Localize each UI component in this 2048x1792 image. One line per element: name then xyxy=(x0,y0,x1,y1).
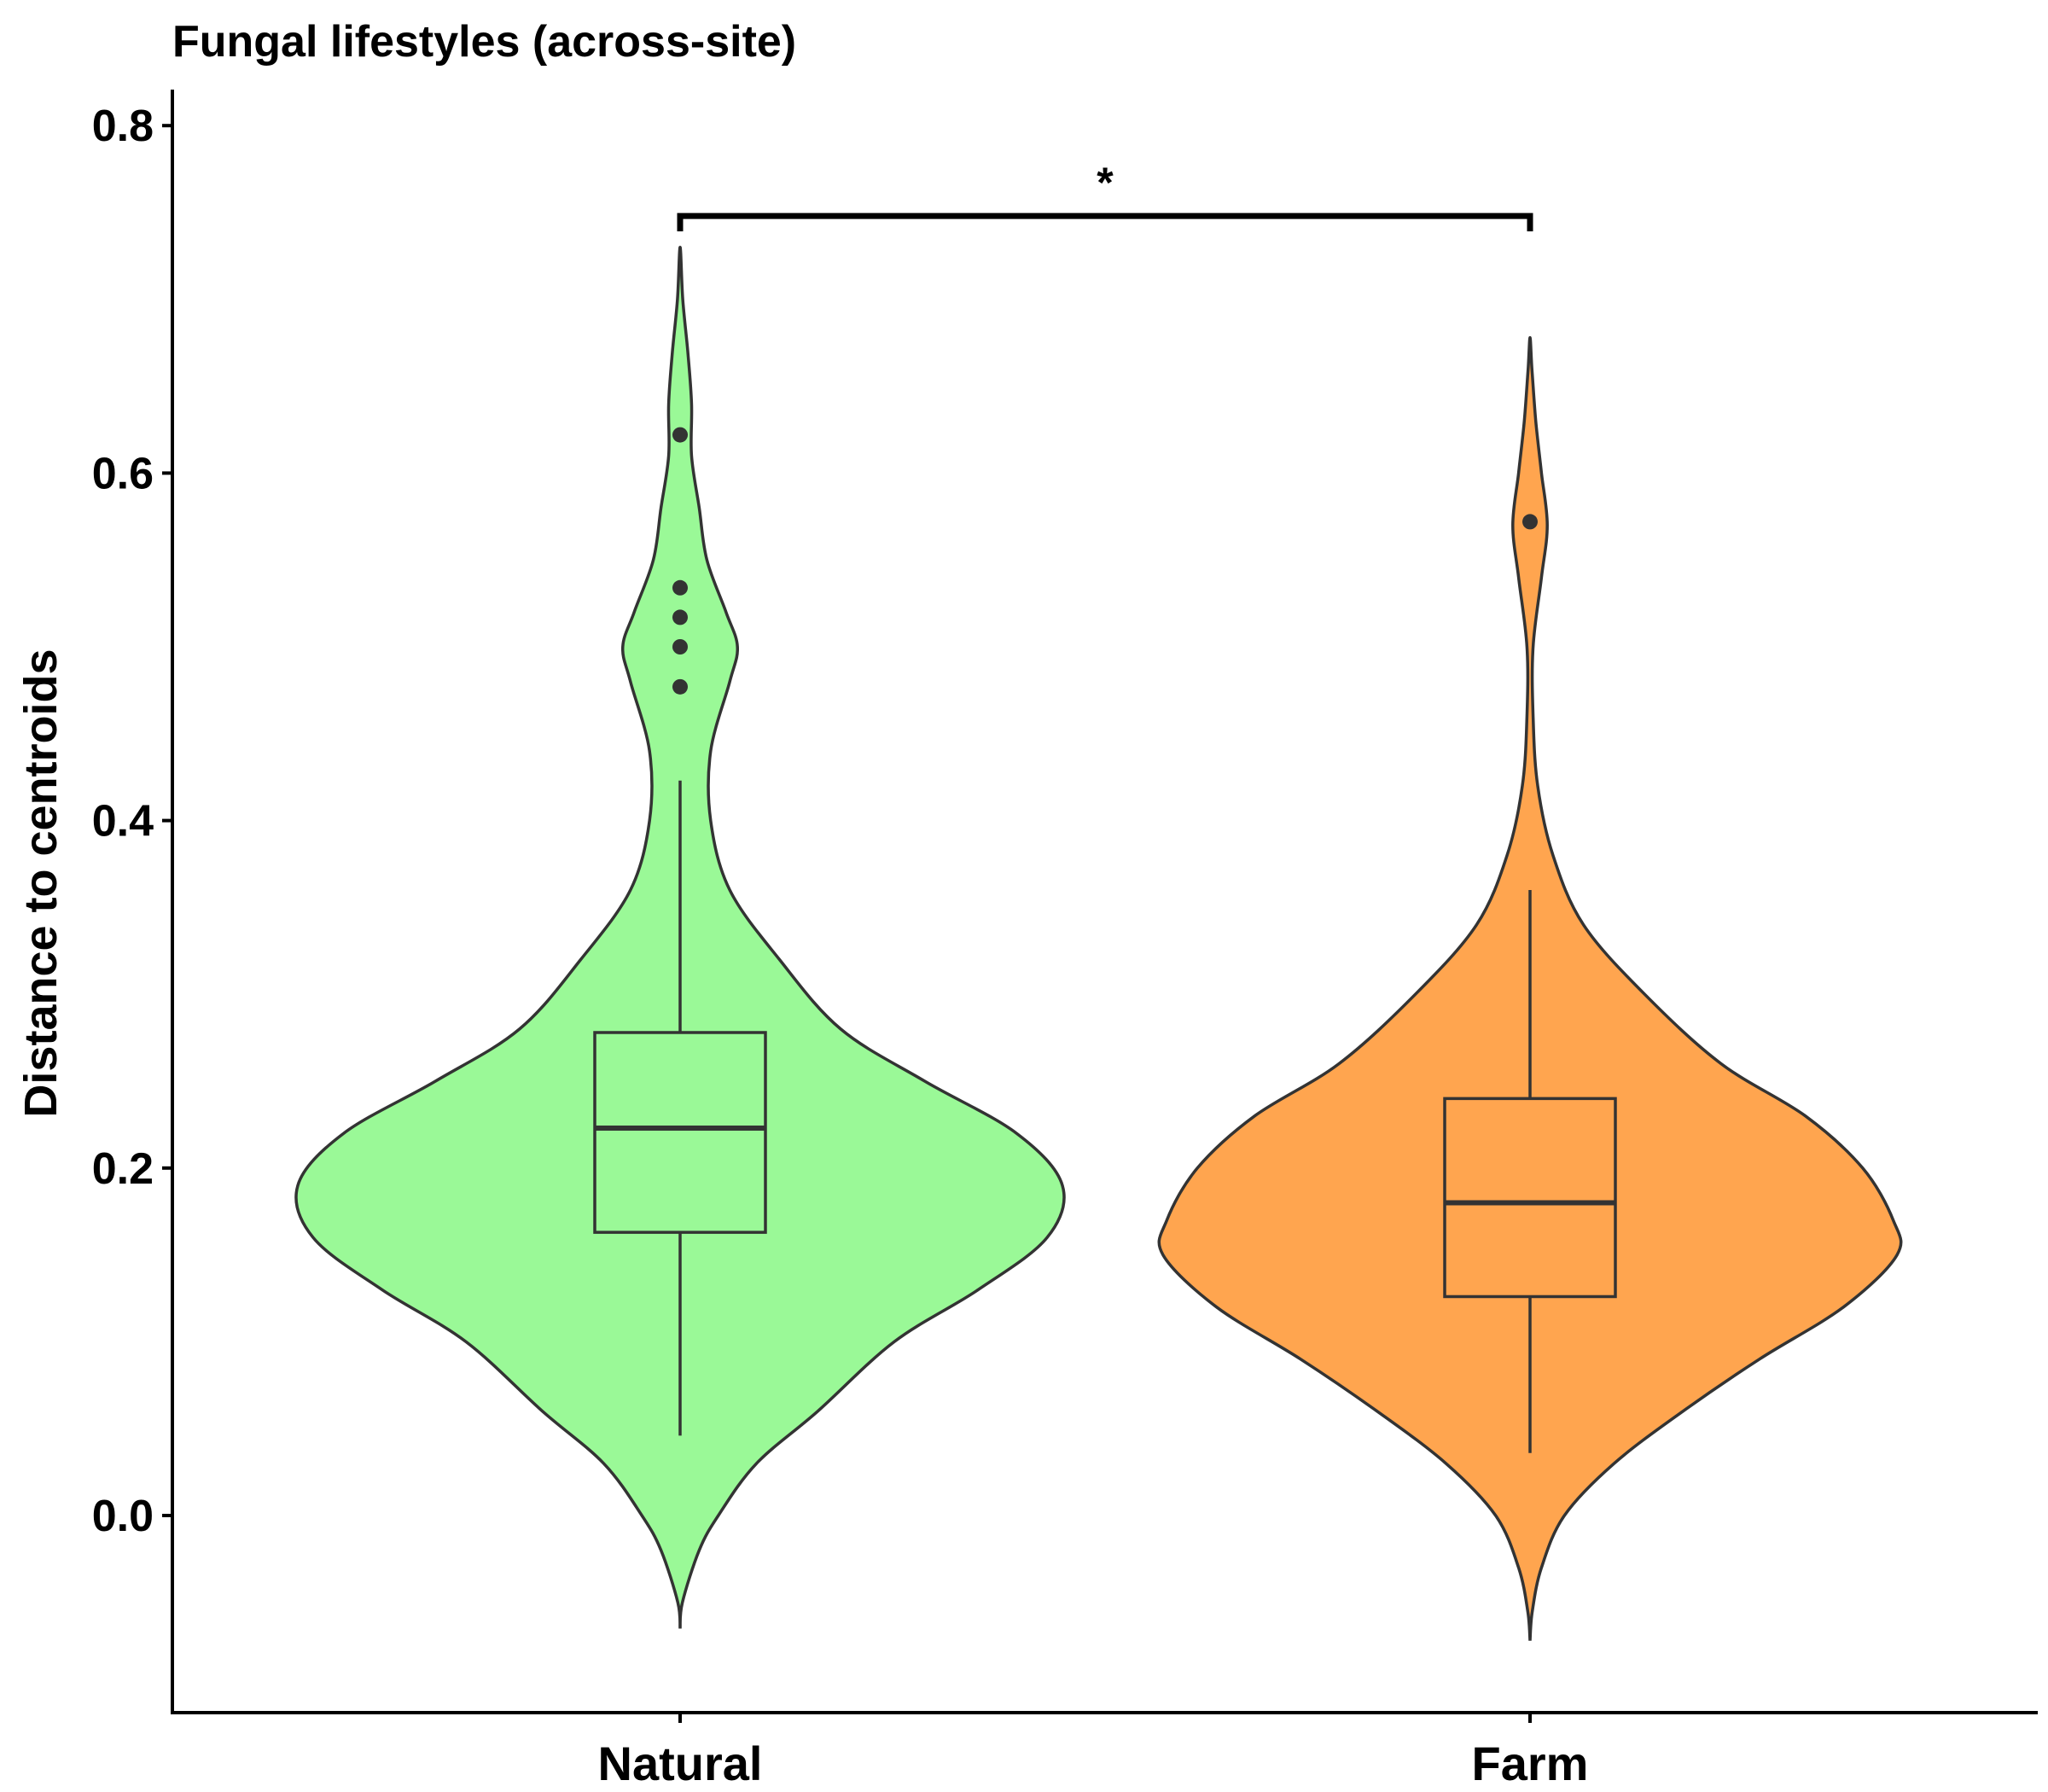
x-tick-label: Natural xyxy=(598,1737,763,1790)
y-axis-label: Distance to centroids xyxy=(15,649,67,1117)
violins xyxy=(294,245,1903,1641)
x-ticks: Natural Farm xyxy=(598,1713,1589,1790)
y-ticks: 0.0 0.2 0.4 0.6 0.8 xyxy=(92,102,172,1541)
box-natural xyxy=(593,1031,767,1234)
y-tick-label: 0.4 xyxy=(92,797,154,847)
y-tick-label: 0.6 xyxy=(92,449,154,498)
significance-bracket: * xyxy=(677,159,1533,232)
outlier-point xyxy=(672,579,688,596)
outlier-point xyxy=(672,609,688,625)
outlier-point xyxy=(672,678,688,695)
box-farm xyxy=(1443,1097,1617,1299)
significance-label: * xyxy=(1097,159,1114,207)
outliers xyxy=(672,427,1538,695)
y-tick-label: 0.0 xyxy=(92,1492,154,1541)
x-tick-label: Farm xyxy=(1472,1737,1589,1790)
outlier-point xyxy=(672,427,688,443)
outlier-point xyxy=(672,639,688,655)
axes xyxy=(171,90,2038,1714)
boxplots xyxy=(593,780,1617,1453)
significance-line xyxy=(677,212,1533,232)
outlier-point xyxy=(1522,514,1538,530)
y-tick-label: 0.8 xyxy=(92,102,154,151)
y-tick-label: 0.2 xyxy=(92,1144,154,1194)
chart-title: Fungal lifestyles (across-site) xyxy=(172,17,796,67)
